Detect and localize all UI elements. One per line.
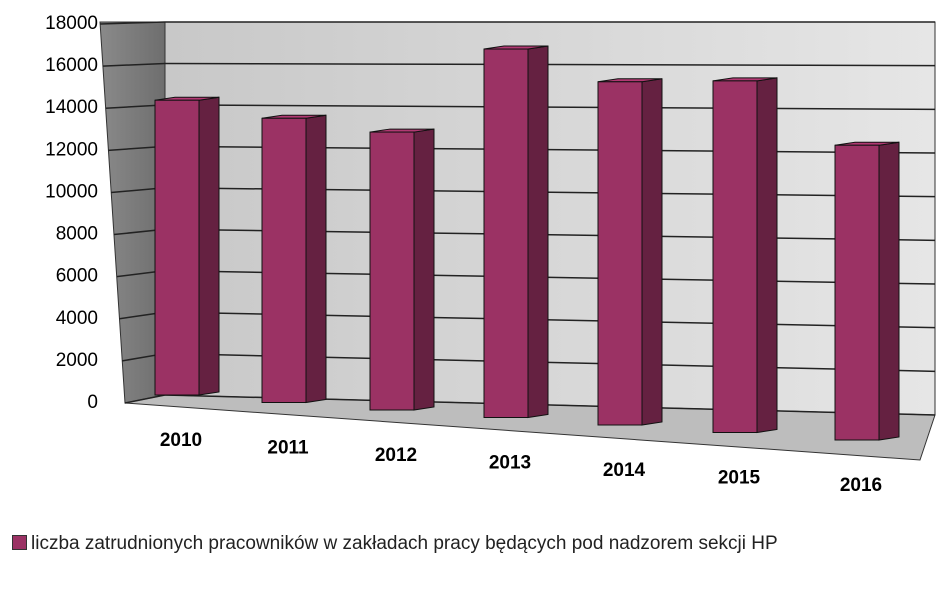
y-tick-label: 6000 [56, 266, 98, 287]
legend: liczba zatrudnionych pracowników w zakła… [12, 530, 941, 590]
y-tick-label: 4000 [56, 308, 98, 329]
y-tick-label: 12000 [45, 139, 98, 160]
bar [712, 80, 758, 433]
y-tick-label: 16000 [45, 55, 98, 76]
legend-label: liczba zatrudnionych pracowników w zakła… [31, 533, 778, 554]
bar [597, 81, 643, 426]
bar-side [641, 78, 663, 426]
x-tick-label: 2010 [160, 430, 202, 451]
x-tick-label: 2011 [267, 438, 309, 459]
grid-line [164, 104, 936, 111]
y-tick-label: 14000 [45, 97, 98, 118]
y-tick-label: 2000 [56, 350, 98, 371]
x-tick-label: 2016 [840, 475, 882, 496]
grid-line [164, 62, 936, 67]
y-tick-label: 18000 [45, 13, 98, 34]
grid-line [102, 62, 166, 67]
bar [834, 144, 880, 441]
x-tick-label: 2012 [375, 445, 417, 466]
bar [154, 99, 200, 396]
grid-line [124, 394, 166, 404]
y-tick-label: 0 [87, 392, 98, 413]
bar-side [756, 77, 778, 434]
bar [261, 117, 307, 403]
bar-side [413, 128, 435, 411]
bar-side [878, 141, 900, 441]
y-tick-label: 8000 [56, 224, 98, 245]
bar-side [527, 45, 549, 419]
x-tick-label: 2015 [718, 468, 761, 489]
bar-side [305, 114, 327, 404]
bar [369, 131, 415, 411]
legend-swatch [12, 535, 27, 550]
x-tick-label: 2013 [489, 453, 531, 474]
y-tick-label: 10000 [45, 181, 98, 202]
chart: 0 2000 4000 6000 8000 10000 12000 14000 16000 180… [45, 13, 936, 496]
grid-line [99, 21, 166, 25]
x-tick-label: 2014 [603, 460, 646, 481]
bar-side [198, 96, 220, 396]
bar [483, 48, 529, 419]
